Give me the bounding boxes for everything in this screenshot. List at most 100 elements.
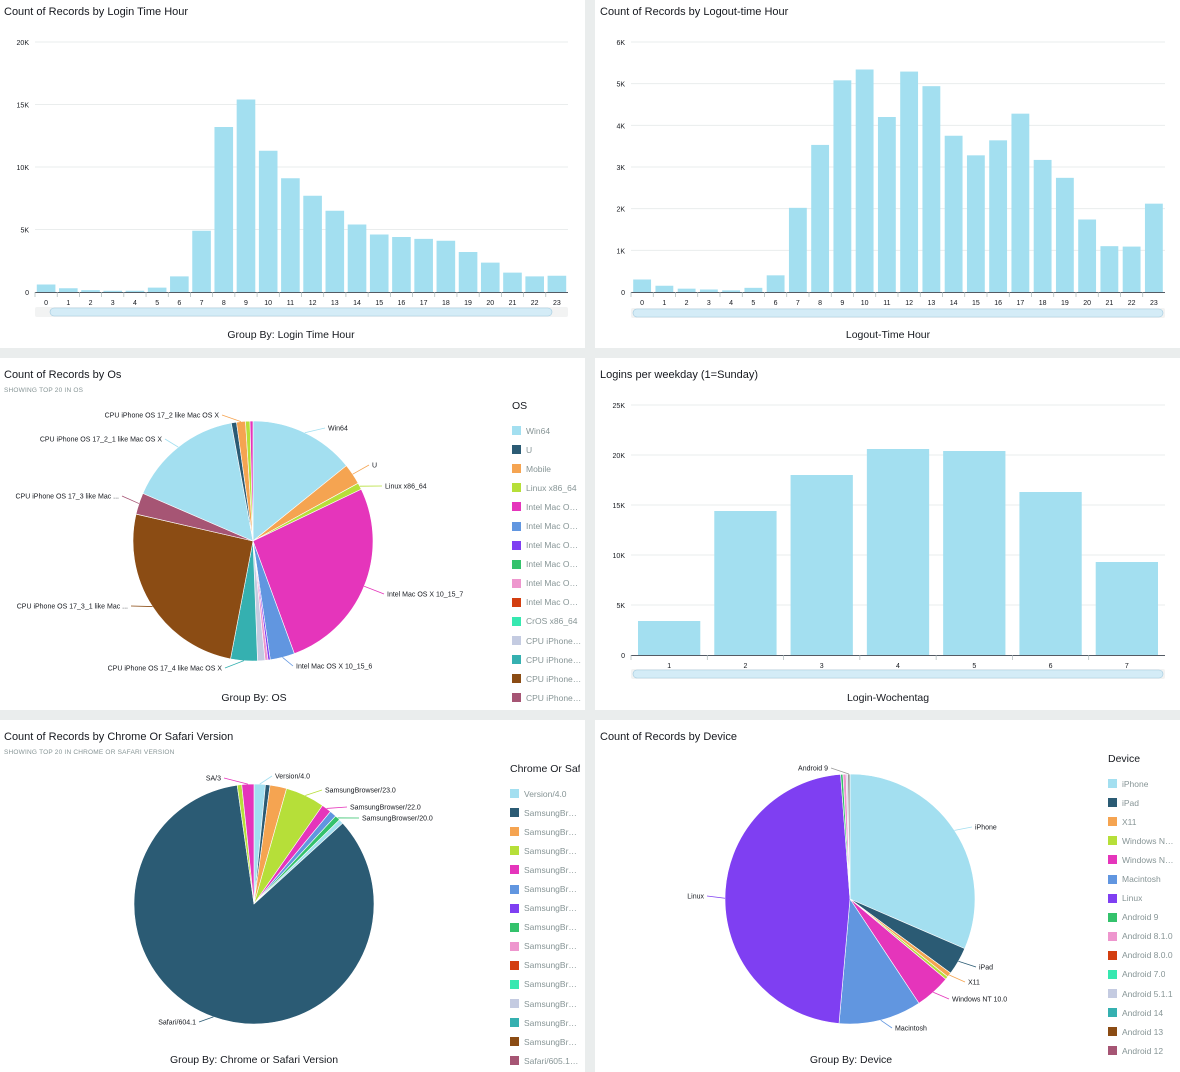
legend-item[interactable]: SamsungBrowser/21.0 xyxy=(510,879,580,898)
chart-xlabel[interactable]: Logout-Time Hour xyxy=(845,329,931,341)
x-tick-label: 1 xyxy=(667,663,671,670)
legend-item[interactable]: SamsungBrowser/20.0 xyxy=(510,899,580,918)
legend-item[interactable]: Linux x86_64 xyxy=(512,478,582,497)
legend-item[interactable]: iPhone xyxy=(1108,774,1178,793)
x-tick-label: 3 xyxy=(111,300,115,307)
legend-item[interactable]: Intel Mac OS X 10_14_6 xyxy=(512,536,582,555)
panel-os: Count of Records by Os SHOWING TOP 20 IN… xyxy=(0,358,585,710)
slice-label: CPU iPhone OS 17_4 like Mac OS X xyxy=(108,666,223,673)
x-tick-label: 13 xyxy=(331,300,339,307)
legend-item[interactable]: Android 8.1.0 xyxy=(1108,927,1178,946)
bar-12 xyxy=(900,71,919,292)
legend-item[interactable]: Android 12 xyxy=(1108,1041,1178,1060)
legend-item[interactable]: Safari/605.1.15 xyxy=(510,1051,580,1070)
legend-item[interactable]: Intel Mac OS X 10_11_6 xyxy=(512,593,582,612)
legend-item[interactable]: Android 13 xyxy=(1108,1022,1178,1041)
legend-label: Intel Mac OS X 10_15_7 xyxy=(526,501,582,512)
legend-label: SamsungBrowser/15.0 xyxy=(524,998,580,1009)
browser-pie-chart[interactable]: Version/4.0 SamsungBrowser/23.0 SamsungBro… xyxy=(0,720,585,1072)
legend-item[interactable]: Android 8.0.0 xyxy=(1108,946,1178,965)
legend-item[interactable]: Android 9 xyxy=(1108,908,1178,927)
callout-line xyxy=(954,826,973,831)
x-tick-label: 14 xyxy=(353,300,361,307)
legend-label: SamsungBrowser/16.0 xyxy=(524,979,580,990)
chart-xlabel[interactable]: Group By: Login Time Hour xyxy=(227,329,355,341)
x-tick-label: 3 xyxy=(707,300,711,307)
bar-3 xyxy=(790,475,853,655)
legend-title: Chrome Or Safari Version xyxy=(510,763,580,775)
bar-18 xyxy=(1033,159,1052,292)
chart-xlabel[interactable]: Group By: Device xyxy=(809,1054,893,1066)
legend-item[interactable]: Macintosh xyxy=(1108,869,1178,888)
legend-item[interactable]: CPU iPhone OS 18_0 like Mac OS X xyxy=(512,631,582,650)
legend-swatch xyxy=(1108,950,1117,960)
chart-title: Count of Records by Chrome Or Safari Ver… xyxy=(4,731,234,743)
legend-item[interactable]: Mobile xyxy=(512,459,582,478)
legend-item[interactable]: SamsungBrowser/24.0 xyxy=(510,822,580,841)
legend-swatch xyxy=(1108,931,1117,941)
slice-label: Intel Mac OS X 10_15_7 xyxy=(387,592,463,599)
legend-item[interactable]: Linux xyxy=(1108,889,1178,908)
slice-label: CPU iPhone OS 17_2 like Mac OS X xyxy=(105,413,220,420)
legend-item[interactable]: SamsungBrowser/23.0 xyxy=(510,841,580,860)
chart-xlabel[interactable]: Group By: Chrome or Safari Version xyxy=(169,1054,339,1066)
legend-item[interactable]: Intel Mac OS X 10_13_6 xyxy=(512,555,582,574)
legend-item[interactable]: Intel Mac OS X 10_12_6 xyxy=(512,574,582,593)
legend-item[interactable]: X11 xyxy=(1108,812,1178,831)
legend-item[interactable]: Intel Mac OS X 10_15_6 xyxy=(512,516,582,535)
panel-login-hour: Count of Records by Login Time Hour 0 5K 1… xyxy=(0,0,585,348)
chart-xlabel[interactable]: Login-Wochentag xyxy=(846,692,930,704)
legend-label: Linux xyxy=(1122,893,1143,904)
legend-swatch xyxy=(1108,893,1117,903)
bar-9 xyxy=(236,99,256,292)
legend-item[interactable]: SamsungBrowser/18.0 xyxy=(510,937,580,956)
legend-label: Android 7.0 xyxy=(1122,969,1166,980)
legend-swatch xyxy=(1108,1046,1117,1056)
legend-item[interactable]: SamsungBrowser/22.0 xyxy=(510,860,580,879)
legend-item[interactable]: Android 5.1.1 xyxy=(1108,984,1178,1003)
legend-swatch xyxy=(512,616,521,626)
x-tick-label: 11 xyxy=(883,300,890,307)
legend-item[interactable]: SamsungBrowser/15.0 xyxy=(510,994,580,1013)
legend-item[interactable]: SamsungBrowser/14.0 xyxy=(510,1013,580,1032)
legend-swatch xyxy=(512,636,521,646)
legend-item[interactable]: SamsungBrowser/19.0 xyxy=(510,918,580,937)
legend-swatch xyxy=(512,502,521,512)
slice-label: CPU iPhone OS 17_2_1 like Mac OS X xyxy=(40,437,163,444)
legend-item[interactable]: Windows NT 10.0 xyxy=(1108,831,1178,850)
os-pie-chart[interactable]: Win64 U Linux x86_64 Intel Mac OS X 10_15_7… xyxy=(0,358,585,710)
x-tick-label: 1 xyxy=(662,300,666,307)
legend-item[interactable]: Intel Mac OS X 10_15_7 xyxy=(512,497,582,516)
weekday-bar-chart[interactable]: 0 5K 10K 15K 20K 25K 1 2 3 4 5 6 7 xyxy=(595,358,1180,710)
x-tick-label: 4 xyxy=(896,663,900,670)
y-tick-label: 5K xyxy=(20,228,29,235)
legend-item[interactable]: Android 7.0 xyxy=(1108,965,1178,984)
legend-item[interactable]: SamsungBrowser/17.0 xyxy=(510,956,580,975)
legend-item[interactable]: U xyxy=(512,440,582,459)
legend-item[interactable]: CPU iPhone OS 17_3 like Mac OS X xyxy=(512,688,582,707)
bar-22 xyxy=(525,276,544,292)
chart-xlabel[interactable]: Group By: OS xyxy=(221,692,287,704)
legend-item[interactable]: Win64 xyxy=(512,421,582,440)
legend-item[interactable]: Windows NT 6.1 xyxy=(1108,850,1178,869)
legend-item[interactable]: iPad xyxy=(1108,793,1178,812)
legend-item[interactable]: Version/4.0 xyxy=(510,784,580,803)
legend-label: CPU iPhone OS 17_3 like Mac OS X xyxy=(526,692,582,703)
x-tick-label: 6 xyxy=(177,300,181,307)
legend-item[interactable]: SamsungBrowser/25.0 xyxy=(510,803,580,822)
device-pie-chart[interactable]: iPhone iPad X11 Windows NT 10.0 Macintosh Lin… xyxy=(595,720,1180,1072)
x-tick-label: 6 xyxy=(1049,663,1053,670)
legend-label: SamsungBrowser/25.0 xyxy=(524,807,580,818)
legend-swatch xyxy=(512,674,521,684)
bar-3 xyxy=(699,289,718,292)
legend-item[interactable]: CPU iPhone OS 17_3_1 like Mac OS X xyxy=(512,669,582,688)
legend-item[interactable]: CPU iPhone OS 17_4 like Mac OS X xyxy=(512,650,582,669)
legend-item[interactable]: CrOS x86_64 xyxy=(512,612,582,631)
legend-item[interactable]: SamsungBrowser/13.0 xyxy=(510,1032,580,1051)
legend-swatch xyxy=(512,445,521,455)
pie-slice-10 xyxy=(241,783,255,905)
legend-item[interactable]: SamsungBrowser/16.0 xyxy=(510,975,580,994)
legend-item[interactable]: Android 14 xyxy=(1108,1003,1178,1022)
